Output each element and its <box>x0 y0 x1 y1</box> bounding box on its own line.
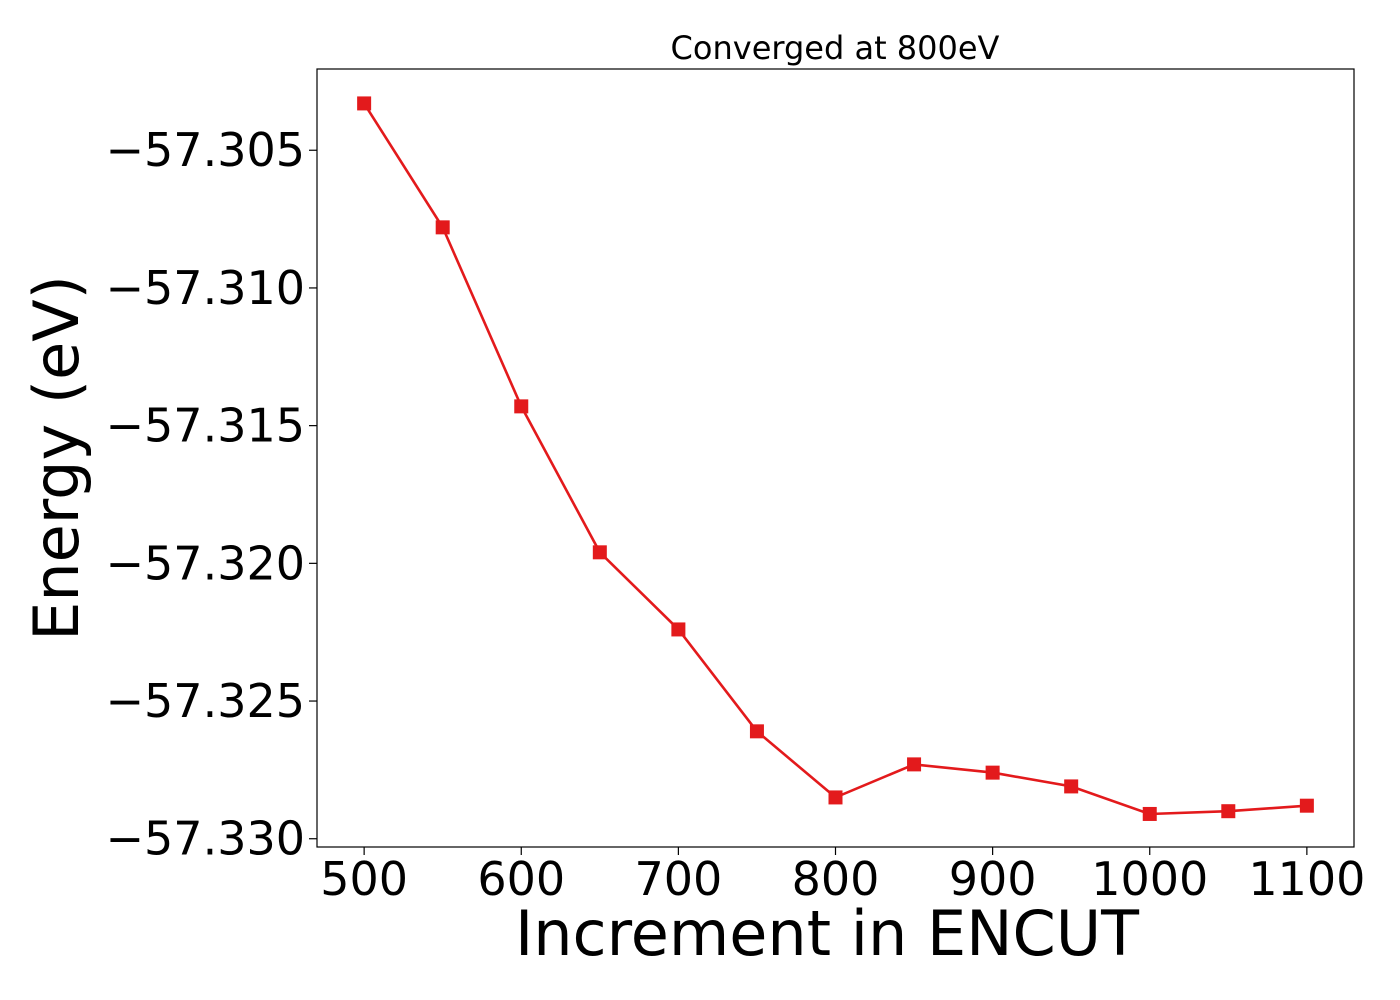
x-tick-label: 500 <box>320 852 408 906</box>
x-axis-label: Increment in ENCUT <box>515 897 1140 970</box>
x-tick-label: 700 <box>634 852 722 906</box>
data-point <box>985 765 1000 780</box>
data-point <box>1221 804 1236 819</box>
y-tick-label: −57.315 <box>106 399 306 453</box>
data-point <box>749 724 764 739</box>
data-point <box>592 545 607 560</box>
data-point <box>671 622 686 637</box>
x-tick-label: 800 <box>792 852 880 906</box>
y-tick-label: −57.310 <box>106 261 306 315</box>
plot-frame <box>316 68 1355 848</box>
y-tick-label: −57.325 <box>106 674 306 728</box>
x-tick-label: 1000 <box>1091 852 1208 906</box>
data-point <box>1299 798 1314 813</box>
data-point <box>435 220 450 235</box>
data-point <box>1064 779 1079 794</box>
data-point <box>514 399 529 414</box>
data-point <box>1142 806 1157 821</box>
y-tick-label: −57.320 <box>106 536 306 590</box>
plot-area <box>357 96 1314 821</box>
y-axis: −57.305 −57.310 −57.315 −57.320 −57.325 −57.3… <box>106 123 317 866</box>
y-axis-label: Energy (eV) <box>20 275 93 641</box>
y-tick-label: −57.305 <box>106 123 306 177</box>
x-tick-label: 600 <box>477 852 565 906</box>
series-line <box>363 102 1307 816</box>
x-tick-label: 900 <box>949 852 1037 906</box>
data-point <box>828 790 843 805</box>
x-axis: 500 600 700 800 900 1000 1100 <box>320 847 1365 906</box>
chart-title: Converged at 800eV <box>671 29 1000 67</box>
data-point <box>357 96 372 111</box>
y-tick-label: −57.330 <box>106 812 306 866</box>
data-point <box>907 757 922 772</box>
x-tick-label: 1100 <box>1248 852 1365 906</box>
